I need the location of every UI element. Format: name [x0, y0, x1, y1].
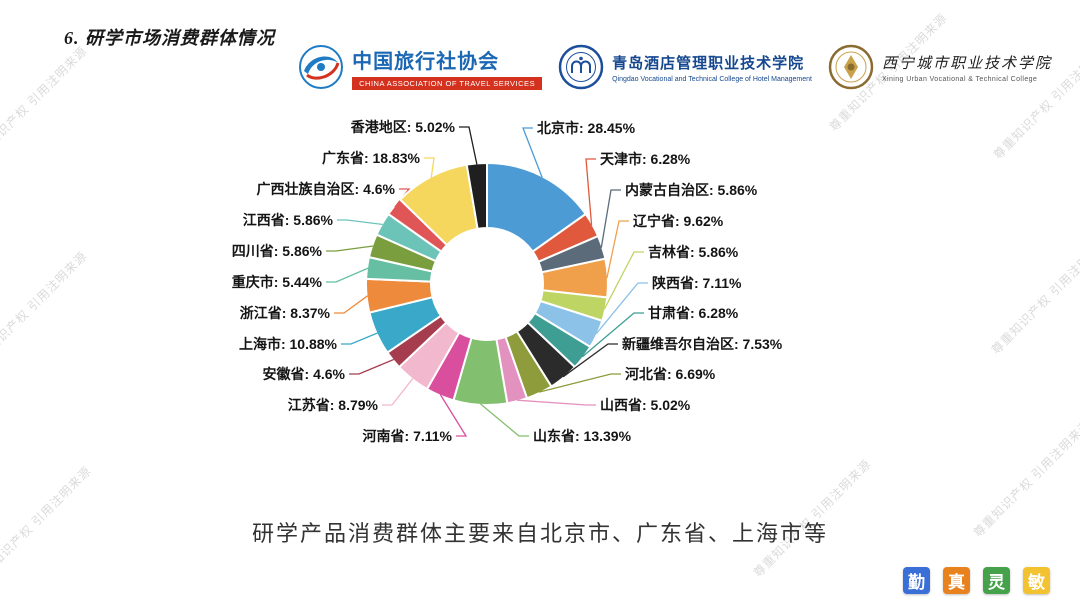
label-line	[562, 343, 618, 378]
label-line	[606, 220, 629, 279]
logo-qingdao-college: 青岛酒店管理职业技术学院 Qingdao Vocational and Tech…	[558, 44, 812, 90]
chart-label: 山东省: 13.39%	[533, 428, 632, 444]
page-title: 6. 研学市场消费群体情况	[64, 28, 275, 48]
chart-label: 四川省: 5.86%	[231, 243, 322, 259]
label-line	[394, 188, 411, 208]
seal-qin: 勤	[903, 567, 930, 594]
label-line	[538, 373, 621, 393]
label-line	[581, 312, 644, 358]
logo-text: 西宁城市职业技术学院 Xining Urban Vocational & Tec…	[882, 52, 1052, 83]
logo-cn-name: 西宁城市职业技术学院	[881, 55, 1052, 72]
label-line	[516, 399, 596, 406]
chart-label: 香港地区: 5.02%	[350, 119, 455, 135]
pie-slice-21	[465, 161, 488, 230]
label-line	[334, 295, 368, 314]
label-line	[479, 403, 529, 437]
slide-caption: 研学产品消费群体主要来自北京市、广东省、上海市等	[251, 521, 828, 546]
chart-label: 广西壮族自治区: 4.6%	[256, 181, 395, 197]
label-line	[382, 377, 414, 406]
chart-label: 山西省: 5.02%	[600, 397, 691, 413]
label-line	[337, 219, 383, 226]
logo-xining-college: 西宁城市职业技术学院 Xining Urban Vocational & Tec…	[828, 44, 1052, 90]
label-line	[603, 251, 644, 310]
chart-label: 安徽省: 4.6%	[262, 366, 345, 382]
label-line	[522, 127, 543, 178]
seal-zhen: 真	[943, 567, 970, 594]
logo-cn-name: 中国旅行社协会	[352, 50, 500, 73]
chart-label: 陕西省: 7.11%	[652, 275, 742, 291]
travel-association-globe-icon	[299, 45, 344, 89]
chart-label: 江西省: 5.86%	[242, 212, 333, 228]
chart-label: 河南省: 7.11%	[362, 428, 452, 444]
label-line	[326, 267, 369, 283]
seal-ling: 灵	[983, 567, 1010, 594]
label-line	[600, 189, 621, 248]
label-line	[349, 358, 394, 375]
logo-en-name: Qingdao Vocational and Technical College…	[612, 75, 812, 83]
chart-label: 天津市: 6.28%	[600, 151, 691, 167]
chart-label: 甘肃省: 6.28%	[648, 305, 739, 321]
chart-label: 北京市: 28.45%	[537, 120, 636, 136]
logo-cn-name: 青岛酒店管理职业技术学院	[612, 55, 805, 72]
xining-college-emblem-icon	[828, 44, 874, 90]
seal-row: 勤 真 灵 敏	[903, 567, 1050, 594]
chart-label: 辽宁省: 9.62%	[633, 213, 724, 229]
logos-row: 中国旅行社协会 CHINA ASSOCIATION OF TRAVEL SERV…	[298, 44, 1052, 90]
chart-label: 新疆维吾尔自治区: 7.53%	[622, 336, 783, 352]
chart-label: 河北省: 6.69%	[625, 366, 716, 382]
label-line	[424, 157, 435, 178]
chart-label: 吉林省: 5.86%	[648, 244, 739, 260]
label-line	[595, 282, 648, 335]
label-line	[341, 332, 378, 345]
logo-en-name: CHINA ASSOCIATION OF TRAVEL SERVICES	[352, 76, 543, 90]
label-line	[459, 126, 478, 165]
qingdao-college-emblem-icon	[558, 44, 604, 90]
logo-text: 中国旅行社协会 CHINA ASSOCIATION OF TRAVEL SERV…	[352, 45, 543, 90]
logo-text: 青岛酒店管理职业技术学院 Qingdao Vocational and Tech…	[612, 52, 812, 83]
label-line	[585, 158, 596, 226]
chart-label: 浙江省: 8.37%	[239, 305, 330, 321]
chart-label: 内蒙古自治区: 5.86%	[625, 182, 758, 198]
chart-label: 广东省: 18.83%	[321, 150, 420, 166]
label-line	[326, 245, 374, 252]
seal-min: 敏	[1023, 567, 1050, 594]
chart-label: 重庆市: 5.44%	[231, 274, 322, 290]
logo-china-association-of-travel-services: 中国旅行社协会 CHINA ASSOCIATION OF TRAVEL SERV…	[298, 44, 543, 90]
chart-label: 江苏省: 8.79%	[287, 397, 378, 413]
logo-en-name: Xining Urban Vocational & Technical Coll…	[881, 75, 1038, 83]
label-line	[439, 394, 468, 437]
chart-label: 上海市: 10.88%	[238, 336, 337, 352]
